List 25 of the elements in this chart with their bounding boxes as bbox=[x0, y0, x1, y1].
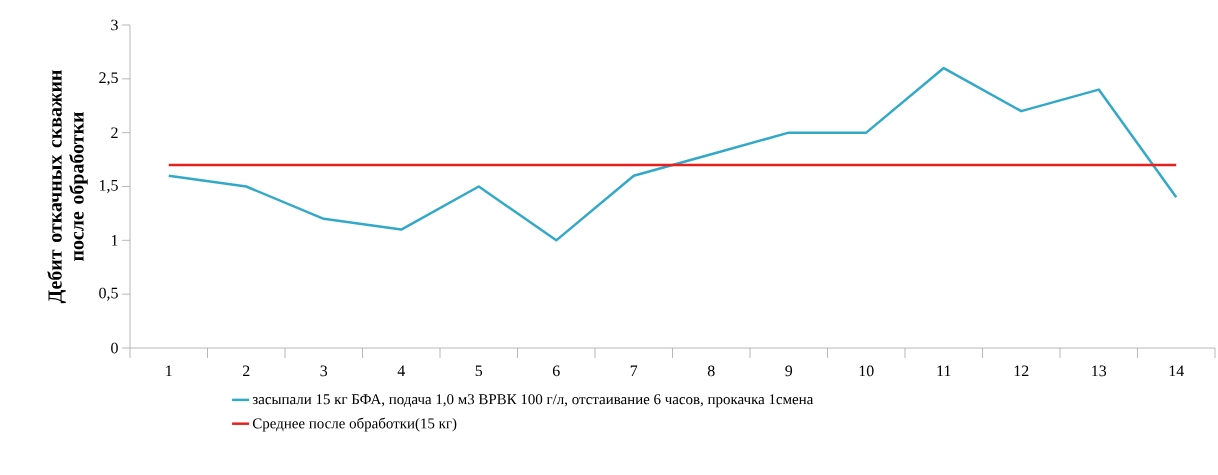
x-tick-label: 12 bbox=[1014, 365, 1029, 377]
x-tick-label: 11 bbox=[937, 365, 951, 377]
x-tick-label: 10 bbox=[859, 365, 874, 377]
y-tick-label: 0 bbox=[111, 342, 118, 354]
x-tick-label: 5 bbox=[475, 365, 483, 377]
y-tick-label: 0,5 bbox=[99, 287, 118, 301]
legend-label: Среднее после обработки(15 кг) bbox=[252, 417, 457, 432]
x-tick-label: 8 bbox=[707, 365, 715, 377]
x-tick-label: 14 bbox=[1169, 365, 1184, 377]
line-series bbox=[167, 66, 1178, 242]
x-tick-label: 9 bbox=[785, 365, 793, 377]
y-tick-label: 2,5 bbox=[99, 72, 118, 86]
y-tick-label: 1,5 bbox=[99, 180, 118, 193]
legend-label: засыпали 15 кг БФА, подача 1,0 м3 ВРВК 100 г/л, отстаивание 6 часов, прокачка 1смена bbox=[252, 394, 814, 408]
y-axis-title: Дебит откачных скважин после обработки bbox=[47, 70, 88, 304]
y-tick-label: 2 bbox=[111, 127, 118, 138]
y-tick-label: 1 bbox=[111, 235, 118, 246]
y-tick-label: 3 bbox=[111, 19, 118, 31]
x-tick-label: 6 bbox=[552, 365, 560, 377]
x-tick-label: 7 bbox=[630, 365, 638, 376]
x-tick-label: 3 bbox=[320, 365, 328, 377]
x-tick-label: 2 bbox=[242, 365, 250, 377]
x-tick-label: 13 bbox=[1092, 365, 1107, 377]
x-tick-label: 4 bbox=[397, 365, 405, 377]
x-tick-label: 1 bbox=[166, 365, 172, 377]
